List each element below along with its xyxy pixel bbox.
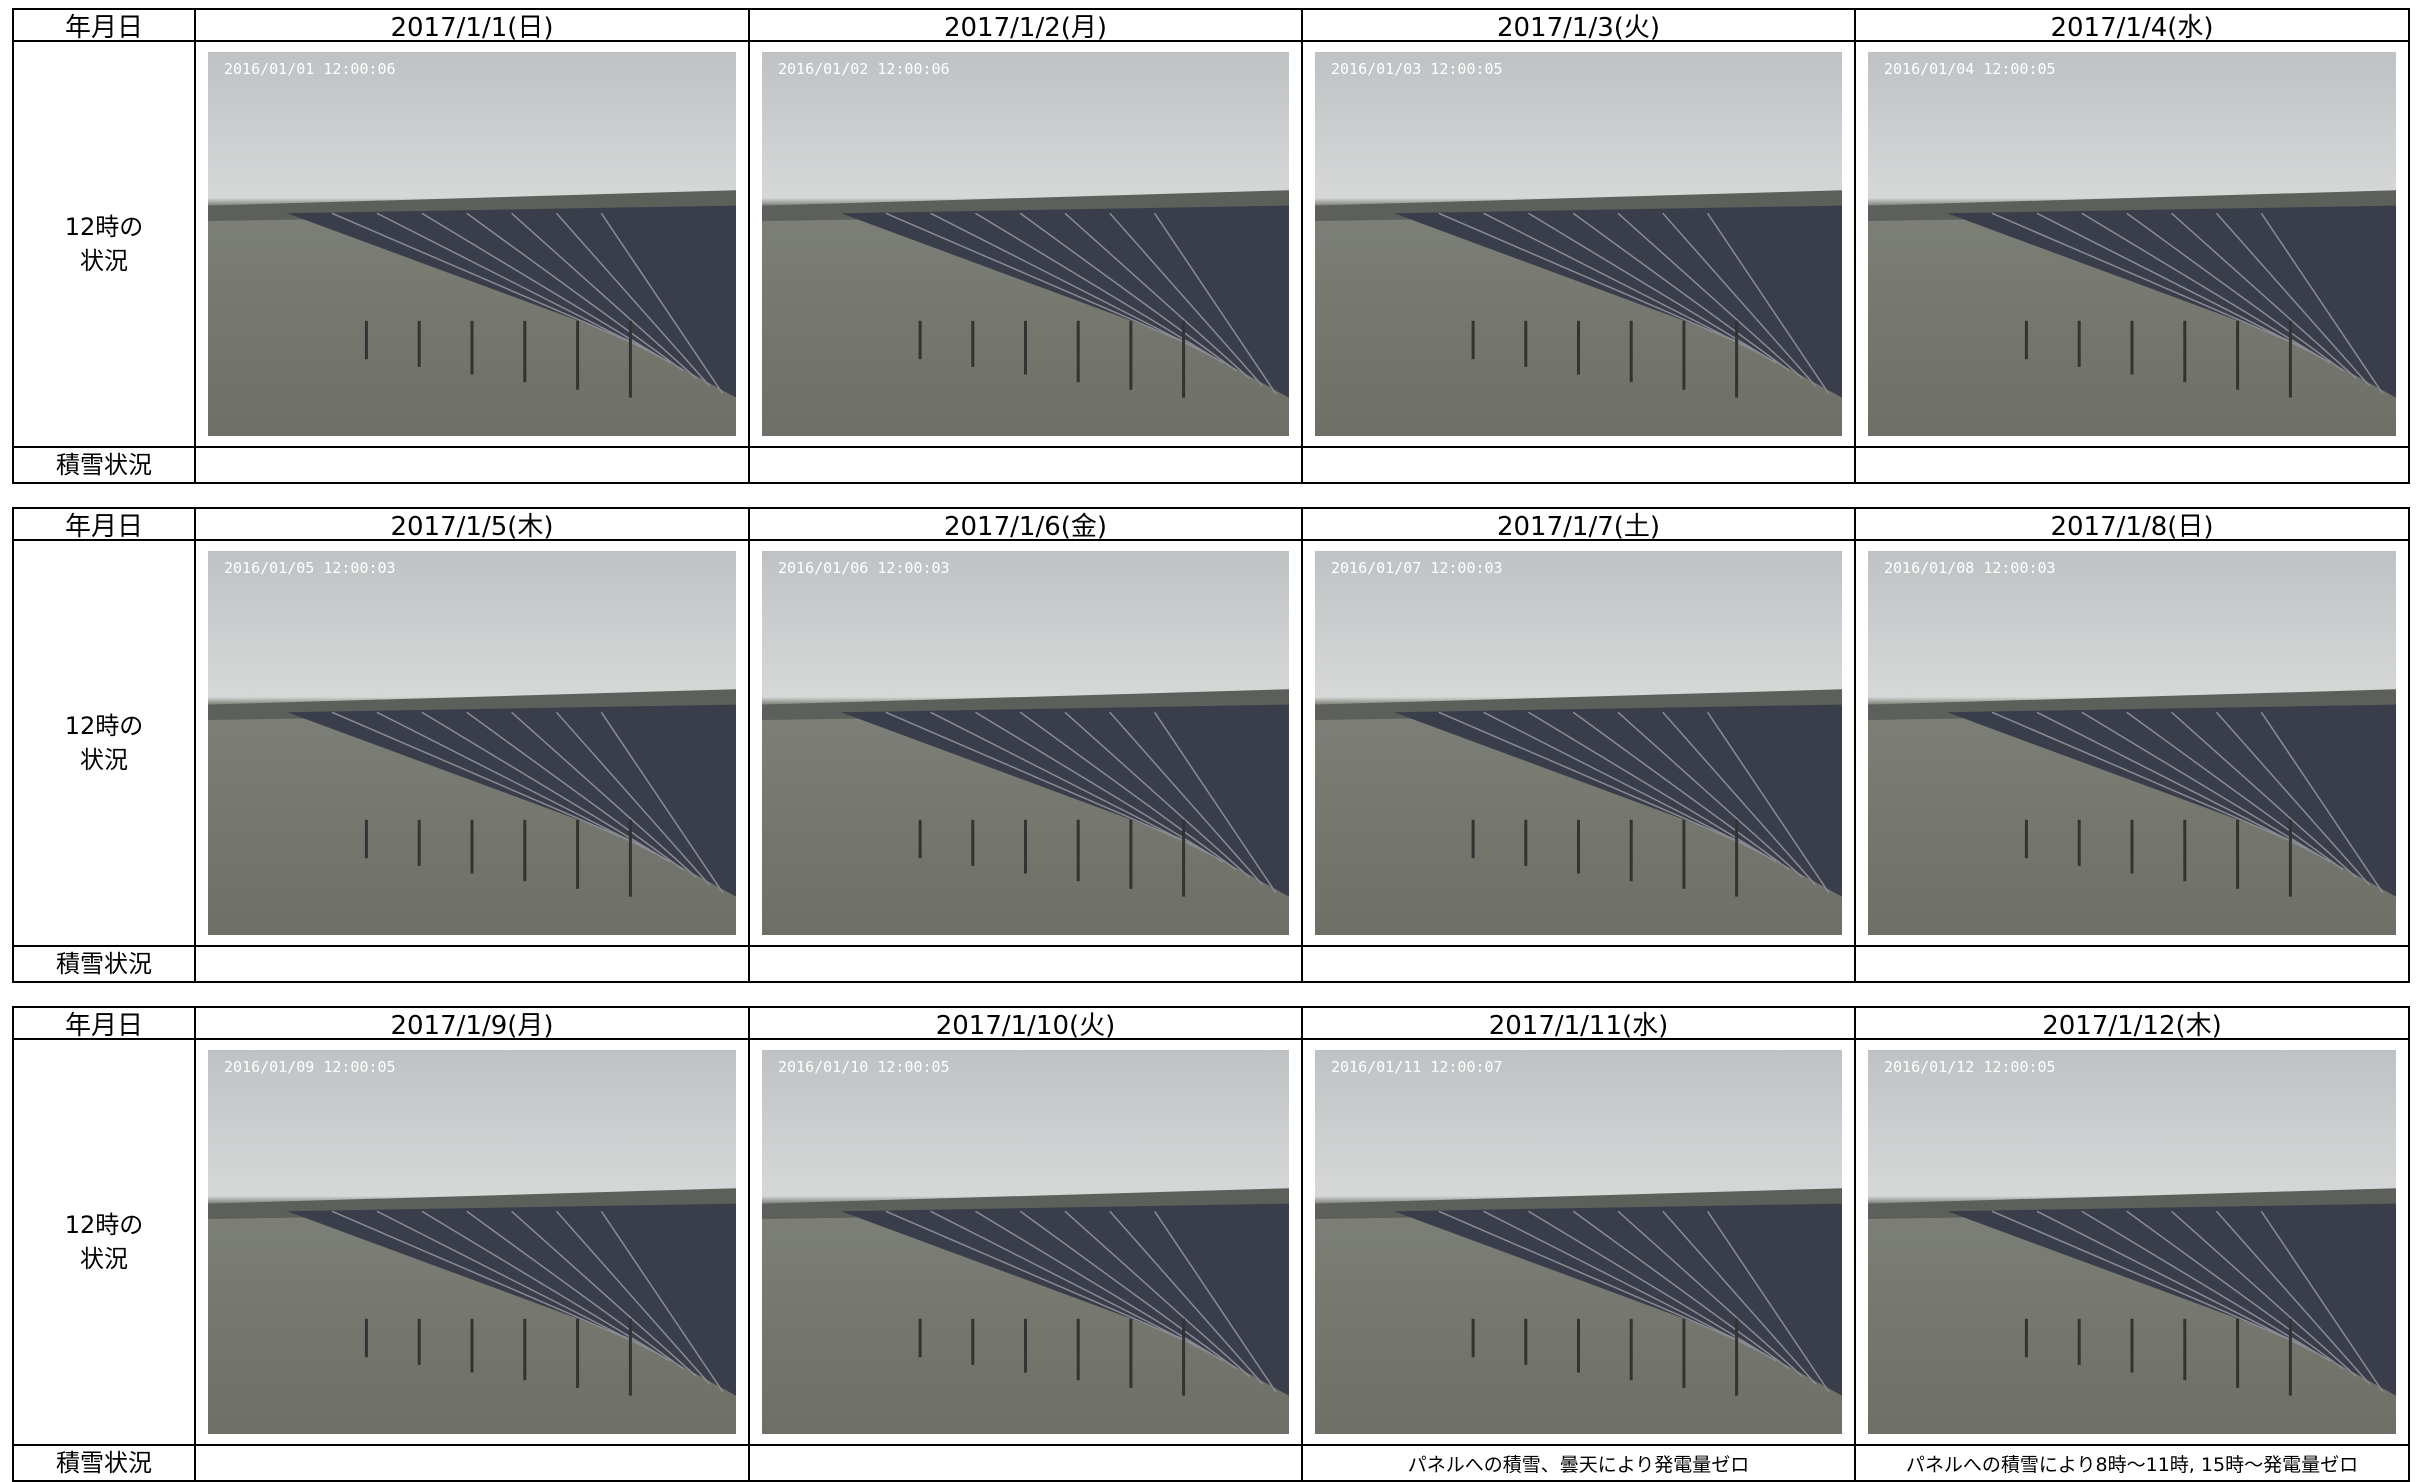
camera-photo: 2016/01/06 12:00:03 xyxy=(762,551,1289,935)
snow-status xyxy=(1301,446,1856,484)
date-header: 2017/1/1(日) xyxy=(194,8,750,43)
photo-timestamp: 2016/01/04 12:00:05 xyxy=(1884,60,2056,78)
photo-timestamp: 2016/01/01 12:00:06 xyxy=(224,60,396,78)
snow-label: 積雪状況 xyxy=(12,1444,196,1482)
camera-photo: 2016/01/11 12:00:07 xyxy=(1315,1050,1842,1434)
header-label: 年月日 xyxy=(12,1006,196,1041)
header-label: 年月日 xyxy=(12,8,196,43)
photo-timestamp: 2016/01/07 12:00:03 xyxy=(1331,559,1503,577)
date-header: 2017/1/11(水) xyxy=(1301,1006,1856,1041)
date-header: 2017/1/5(木) xyxy=(194,507,750,542)
photo-timestamp: 2016/01/09 12:00:05 xyxy=(224,1058,396,1076)
date-header: 2017/1/8(日) xyxy=(1854,507,2410,542)
photo-timestamp: 2016/01/03 12:00:05 xyxy=(1331,60,1503,78)
snow-label: 積雪状況 xyxy=(12,945,196,983)
photo-timestamp: 2016/01/10 12:00:05 xyxy=(778,1058,950,1076)
snow-status: パネルへの積雪、曇天により発電量ゼロ xyxy=(1301,1444,1856,1482)
snow-status: パネルへの積雪により8時～11時, 15時～発電量ゼロ xyxy=(1854,1444,2410,1482)
camera-photo: 2016/01/05 12:00:03 xyxy=(208,551,736,935)
date-header: 2017/1/2(月) xyxy=(748,8,1303,43)
camera-photo: 2016/01/09 12:00:05 xyxy=(208,1050,736,1434)
date-header: 2017/1/9(月) xyxy=(194,1006,750,1041)
header-label: 年月日 xyxy=(12,507,196,542)
photo-timestamp: 2016/01/08 12:00:03 xyxy=(1884,559,2056,577)
photo-timestamp: 2016/01/06 12:00:03 xyxy=(778,559,950,577)
date-header: 2017/1/4(水) xyxy=(1854,8,2410,43)
row-label: 12時の 状況 xyxy=(12,40,196,448)
camera-photo: 2016/01/04 12:00:05 xyxy=(1868,52,2396,436)
camera-photo: 2016/01/07 12:00:03 xyxy=(1315,551,1842,935)
photo-timestamp: 2016/01/02 12:00:06 xyxy=(778,60,950,78)
date-header: 2017/1/7(土) xyxy=(1301,507,1856,542)
snow-status xyxy=(194,945,750,983)
date-header: 2017/1/10(火) xyxy=(748,1006,1303,1041)
date-header: 2017/1/6(金) xyxy=(748,507,1303,542)
row-label: 12時の 状況 xyxy=(12,539,196,947)
snow-status xyxy=(1854,945,2410,983)
snow-status xyxy=(1301,945,1856,983)
snow-status xyxy=(748,945,1303,983)
camera-photo: 2016/01/02 12:00:06 xyxy=(762,52,1289,436)
snow-status xyxy=(194,1444,750,1482)
camera-photo: 2016/01/03 12:00:05 xyxy=(1315,52,1842,436)
snow-status xyxy=(748,446,1303,484)
snow-status xyxy=(1854,446,2410,484)
camera-photo: 2016/01/12 12:00:05 xyxy=(1868,1050,2396,1434)
photo-timestamp: 2016/01/12 12:00:05 xyxy=(1884,1058,2056,1076)
snow-status xyxy=(194,446,750,484)
camera-photo: 2016/01/08 12:00:03 xyxy=(1868,551,2396,935)
snow-status xyxy=(748,1444,1303,1482)
camera-photo: 2016/01/01 12:00:06 xyxy=(208,52,736,436)
photo-timestamp: 2016/01/05 12:00:03 xyxy=(224,559,396,577)
camera-photo: 2016/01/10 12:00:05 xyxy=(762,1050,1289,1434)
date-header: 2017/1/12(木) xyxy=(1854,1006,2410,1041)
snow-label: 積雪状況 xyxy=(12,446,196,484)
row-label: 12時の 状況 xyxy=(12,1038,196,1446)
photo-timestamp: 2016/01/11 12:00:07 xyxy=(1331,1058,1503,1076)
date-header: 2017/1/3(火) xyxy=(1301,8,1856,43)
